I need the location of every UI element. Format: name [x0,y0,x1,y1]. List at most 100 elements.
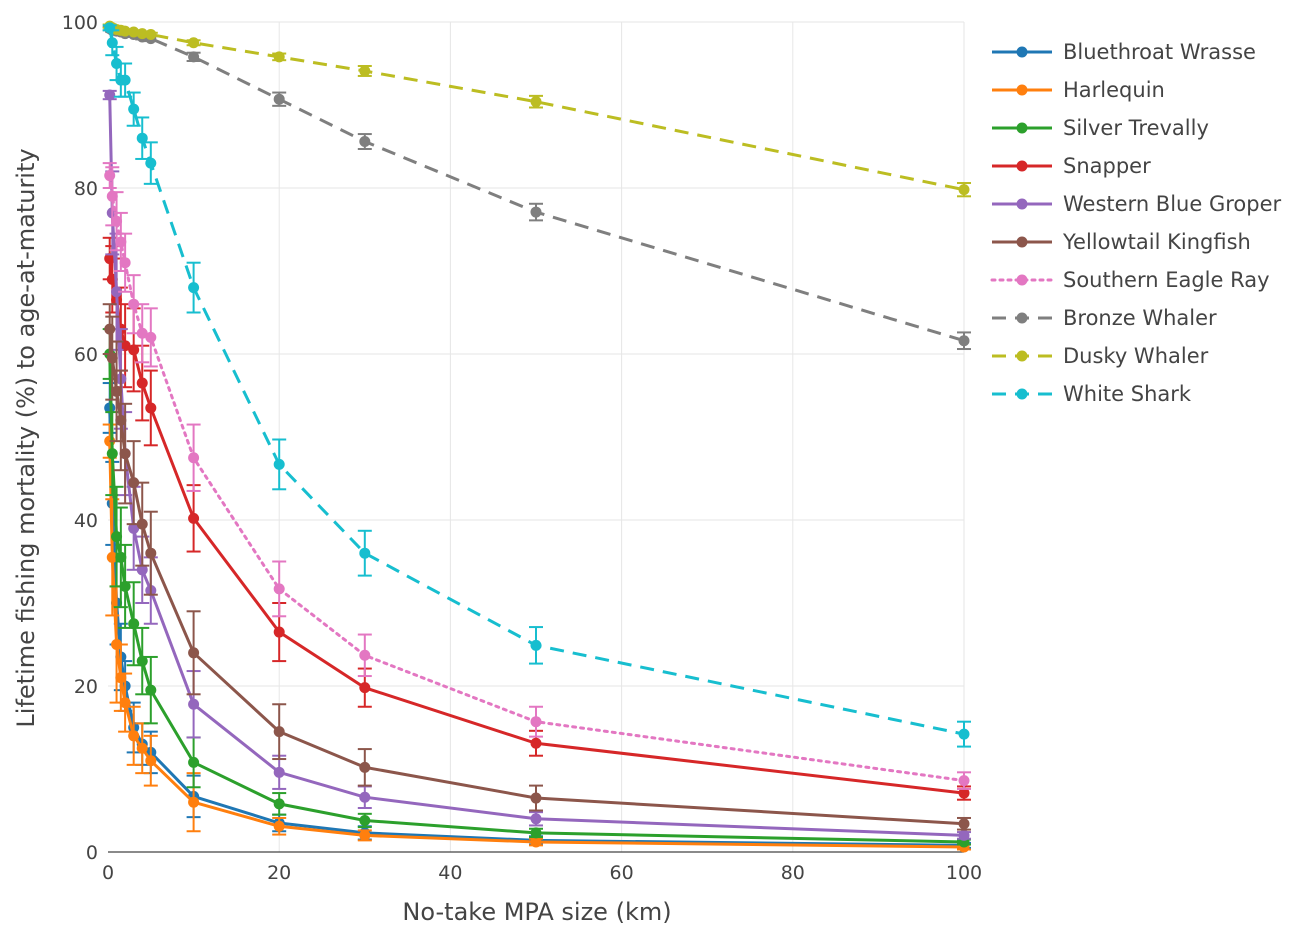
data-point [145,755,157,767]
data-point [188,756,200,768]
data-point [128,522,140,534]
series-line [108,27,965,343]
data-point [273,51,285,63]
y-axis-ticks: 0 20 40 60 80 100 [62,12,98,864]
data-point [530,716,542,728]
data-point [273,798,285,810]
legend-label: Southern Eagle Ray [1063,268,1270,292]
legend-swatch-marker [1016,122,1028,134]
legend-swatch-marker [1016,312,1028,324]
data-point [128,477,140,489]
data-point [119,448,131,460]
legend-item[interactable]: White Shark [992,382,1192,406]
data-point [359,547,371,559]
y-tick-label: 100 [62,12,98,34]
data-point [128,730,140,742]
gridlines [108,21,965,853]
data-point [106,352,118,364]
data-point [359,814,371,826]
series-yellowtail-kingfish [102,303,971,831]
data-point [273,93,285,105]
data-point [136,377,148,389]
legend-item[interactable]: Dusky Whaler [992,344,1209,368]
data-point [136,327,148,339]
data-point [136,655,148,667]
data-point [111,531,123,543]
legend: Bluethroat Wrasse Harlequin Silver Trevall… [990,40,1281,406]
data-point [958,184,970,196]
legend-swatch-marker [1016,274,1028,286]
legend-item[interactable]: Southern Eagle Ray [990,268,1270,292]
data-point [359,829,371,841]
y-tick-label: 80 [74,178,98,200]
y-tick-label: 20 [74,676,98,698]
legend-item[interactable]: Snapper [992,154,1151,178]
data-point [128,618,140,630]
data-point [115,672,127,684]
plot-area [102,20,971,853]
data-point [119,340,131,352]
legend-item[interactable]: Bronze Whaler [992,306,1217,330]
data-point [119,697,131,709]
series-bronze-whaler [102,23,971,351]
data-point [958,818,970,830]
data-point [119,580,131,592]
data-point [128,298,140,310]
data-point [188,51,200,63]
legend-swatch-marker [1016,84,1028,96]
data-point [273,583,285,595]
data-point [958,728,970,740]
data-point [115,551,127,563]
data-point [145,331,157,343]
data-point [145,547,157,559]
legend-item[interactable]: Western Blue Groper [992,192,1281,216]
legend-label: Bronze Whaler [1063,306,1217,330]
data-point [104,22,116,34]
data-point [273,820,285,832]
data-point [273,766,285,778]
legend-swatch-marker [1016,46,1028,58]
data-point [104,170,116,182]
data-point [188,698,200,710]
data-point [530,737,542,749]
data-point [958,775,970,787]
legend-item[interactable]: Harlequin [992,78,1165,102]
legend-label: Bluethroat Wrasse [1063,40,1256,64]
data-point [273,726,285,738]
legend-item[interactable]: Yellowtail Kingfish [992,230,1251,254]
series-white-shark [102,22,971,748]
x-axis-ticks: 0 20 40 60 80 100 [102,862,982,884]
legend-swatch-marker [1016,198,1028,210]
legend-item[interactable]: Bluethroat Wrasse [992,40,1256,64]
series-southern-eagle-ray [102,162,971,790]
data-point [136,564,148,576]
data-point [115,414,127,426]
data-point [530,792,542,804]
x-tick-label: 60 [610,862,634,884]
data-point [273,626,285,638]
data-point [136,132,148,144]
x-tick-label: 0 [102,862,114,884]
data-point [136,742,148,754]
data-point [106,551,118,563]
data-point [530,836,542,848]
data-point [359,682,371,694]
legend-label: Silver Trevally [1063,116,1209,140]
data-point [145,684,157,696]
data-point [530,639,542,651]
series-silver-trevally [102,328,971,848]
legend-label: Harlequin [1063,78,1165,102]
data-point [530,96,542,108]
data-point [188,796,200,808]
x-tick-label: 80 [781,862,805,884]
legend-swatch-marker [1016,160,1028,172]
legend-swatch-marker [1016,236,1028,248]
data-point [106,448,118,460]
data-point [530,206,542,218]
y-tick-label: 40 [74,510,98,532]
legend-item[interactable]: Silver Trevally [992,116,1209,140]
data-point [188,647,200,659]
data-point [958,335,970,347]
data-point [104,89,116,101]
data-point [359,136,371,148]
